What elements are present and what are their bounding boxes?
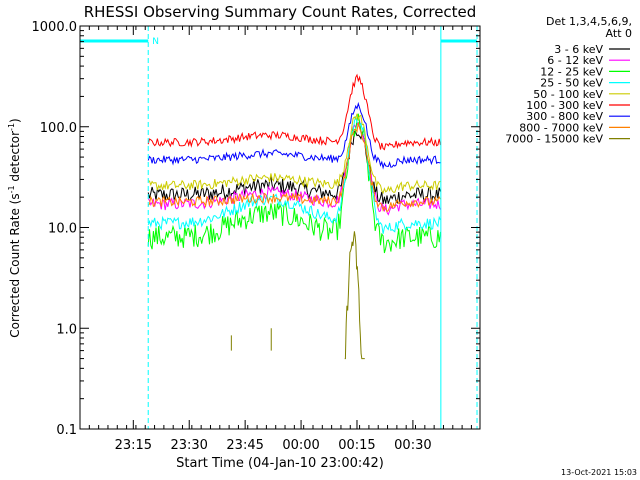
x-tick-label-1: 23:30 — [170, 438, 207, 453]
y-axis-label-end: ) — [8, 118, 22, 123]
axes-layer: 1000.0 100.0 10.0 1.0 0.1 23:15 23:30 23:45 00:0… — [32, 20, 481, 453]
series-line-7 — [147, 122, 441, 213]
date-stamp: 13-Oct-2021 15:03 — [561, 468, 637, 477]
y-tick-label-2: 10.0 — [48, 222, 77, 237]
legend-header-detectors: Det 1,3,4,5,6,9, — [546, 15, 632, 28]
series-line-5 — [147, 73, 441, 151]
legend-label-5: 100 - 300 keV — [526, 99, 603, 112]
y-axis-label-main: Corrected Count Rate (s — [8, 193, 22, 337]
y-tick-label-3: 1.0 — [56, 322, 77, 337]
series-line-6 — [147, 101, 441, 170]
y-tick-label-1: 100.0 — [40, 121, 77, 136]
chart-title: RHESSI Observing Summary Count Rates, Co… — [84, 3, 477, 21]
y-axis-label: Corrected Count Rate (s-1 detector-1) — [7, 118, 22, 337]
legend-label-3: 25 - 50 keV — [540, 77, 603, 90]
x-axis-label: Start Time (04-Jan-10 23:00:42) — [176, 456, 384, 471]
saa-flag: N — [152, 37, 159, 47]
series-line-8 — [344, 231, 365, 360]
series-line-0 — [147, 130, 441, 205]
y-axis-label-exp2: -1 — [7, 123, 16, 131]
y-axis-label-mid: detector — [8, 131, 22, 186]
legend-label-1: 6 - 12 keV — [547, 54, 603, 67]
y-axis-label-exp1: -1 — [7, 185, 16, 193]
legend-label-2: 12 - 25 keV — [540, 65, 603, 78]
legend-header-attenuator: Att 0 — [606, 27, 632, 40]
y-tick-label-4: 0.1 — [56, 423, 77, 438]
legend-label-4: 50 - 100 keV — [533, 88, 603, 101]
saa-layer: N — [79, 26, 478, 429]
x-tick-label-2: 23:45 — [226, 438, 263, 453]
legend-label-8: 7000 - 15000 keV — [505, 133, 603, 146]
legend-label-0: 3 - 6 keV — [554, 43, 603, 56]
x-tick-label-5: 00:30 — [394, 438, 431, 453]
series-line-3 — [147, 116, 441, 234]
x-tick-label-4: 00:15 — [338, 438, 375, 453]
x-tick-label-3: 00:00 — [282, 438, 319, 453]
series-line-2 — [147, 113, 441, 254]
x-tick-label-0: 23:15 — [115, 438, 152, 453]
legend-label-6: 300 - 800 keV — [526, 110, 603, 123]
series-layer — [147, 73, 441, 360]
y-tick-label-0: 1000.0 — [32, 20, 78, 35]
series-line-4 — [148, 113, 441, 195]
legend-label-7: 800 - 7000 keV — [519, 121, 603, 134]
